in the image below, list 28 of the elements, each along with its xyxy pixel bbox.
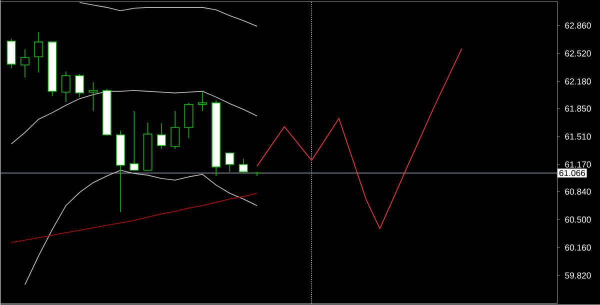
candlestick: [198, 92, 207, 112]
ref-line-label: 61.066: [559, 170, 586, 176]
candlestick: [170, 110, 180, 150]
line-series: [10, 90, 258, 144]
y-tick-label: 61.850: [565, 106, 591, 112]
line-series: [24, 170, 258, 286]
y-tick-label: 61.170: [565, 162, 591, 168]
y-tick-label: 62.860: [565, 22, 591, 29]
y-tick-label: 62.520: [565, 50, 591, 57]
candlestick: [156, 123, 166, 150]
y-tick-label: 61.510: [565, 134, 591, 140]
candlestick: [238, 158, 248, 174]
candlestick: [75, 74, 84, 98]
candlestick: [88, 82, 98, 112]
candlestick: [6, 38, 16, 69]
candlestick: [184, 102, 194, 139]
y-tick-label: 59.820: [565, 272, 591, 279]
y-tick-label: 60.160: [565, 244, 591, 251]
y-tick-label: 60.840: [565, 188, 591, 195]
candlestick: [34, 32, 44, 73]
line-series: [256, 48, 462, 230]
candlestick: [130, 110, 139, 171]
candlestick: [61, 71, 70, 102]
candlestick: [252, 172, 262, 176]
y-tick-label: 60.500: [565, 216, 591, 223]
y-tick-label: 62.180: [565, 78, 591, 85]
candlestick: [20, 49, 30, 78]
candlestick: [225, 152, 234, 172]
